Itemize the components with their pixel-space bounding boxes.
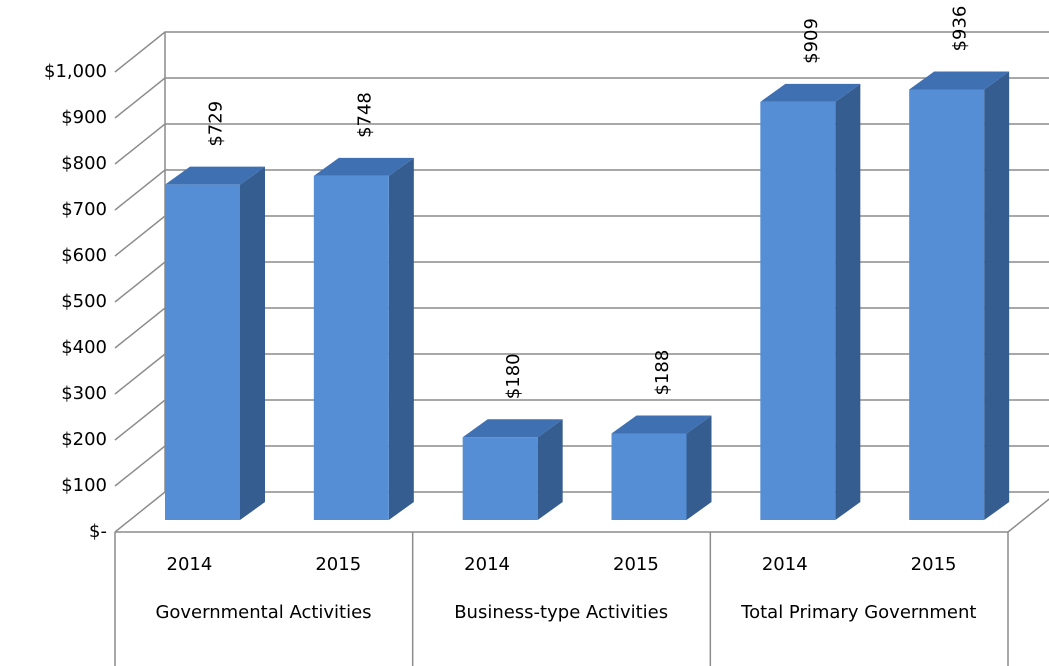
y-tick-label: $900 [61, 107, 107, 128]
bar-top [165, 166, 265, 185]
bar-top [909, 71, 1010, 90]
bar-group [462, 419, 563, 520]
value-label: $748 [354, 92, 375, 138]
bar-side [686, 415, 712, 520]
y-tick-label: $700 [61, 199, 107, 220]
bar-side [984, 71, 1010, 520]
grid-line [114, 169, 1049, 211]
bar-top [760, 83, 861, 102]
grid-line [114, 123, 1049, 165]
y-tick-label: $800 [61, 153, 107, 174]
bar [909, 89, 985, 520]
bar [165, 184, 240, 520]
bar-top [313, 157, 414, 176]
x-tick-label: 2014 [464, 554, 510, 575]
grid-line [114, 31, 1049, 73]
bar [760, 101, 836, 521]
bar-top [611, 415, 712, 434]
bar-side [835, 83, 861, 521]
x-tick-label: 2015 [911, 554, 957, 575]
y-tick-label: $300 [61, 383, 107, 404]
value-label: $909 [801, 18, 822, 64]
y-tick-label: $1,000 [44, 61, 107, 82]
x-tick-label: 2015 [613, 554, 659, 575]
y-tick-label: $500 [61, 291, 107, 312]
y-tick-label: $600 [61, 245, 107, 266]
value-label: $180 [503, 353, 524, 399]
y-tick-label: $- [89, 521, 107, 542]
x-tick-label: 2014 [762, 554, 808, 575]
grid-line [114, 77, 1049, 119]
y-tick-label: $200 [61, 429, 107, 450]
bar-group [611, 415, 712, 520]
bar-side [240, 166, 265, 520]
bar-top [462, 419, 563, 438]
group-label: Business-type Activities [454, 602, 669, 623]
value-label: $936 [950, 6, 971, 52]
y-tick-label: $100 [61, 475, 107, 496]
bar-group [760, 83, 861, 521]
bar-group [313, 157, 414, 521]
bar-side [537, 419, 563, 520]
bar [313, 175, 389, 521]
x-tick-label: 2015 [315, 554, 361, 575]
bar [462, 437, 538, 520]
bar-group [909, 71, 1010, 520]
bar-side [388, 157, 414, 521]
value-label: $188 [652, 350, 673, 396]
bar [611, 433, 687, 520]
group-label: Governmental Activities [155, 602, 372, 623]
value-label: $729 [206, 101, 227, 147]
y-tick-label: $400 [61, 337, 107, 358]
group-label: Total Primary Government [741, 602, 977, 623]
x-tick-label: 2014 [167, 554, 213, 575]
bar-group [165, 166, 265, 520]
